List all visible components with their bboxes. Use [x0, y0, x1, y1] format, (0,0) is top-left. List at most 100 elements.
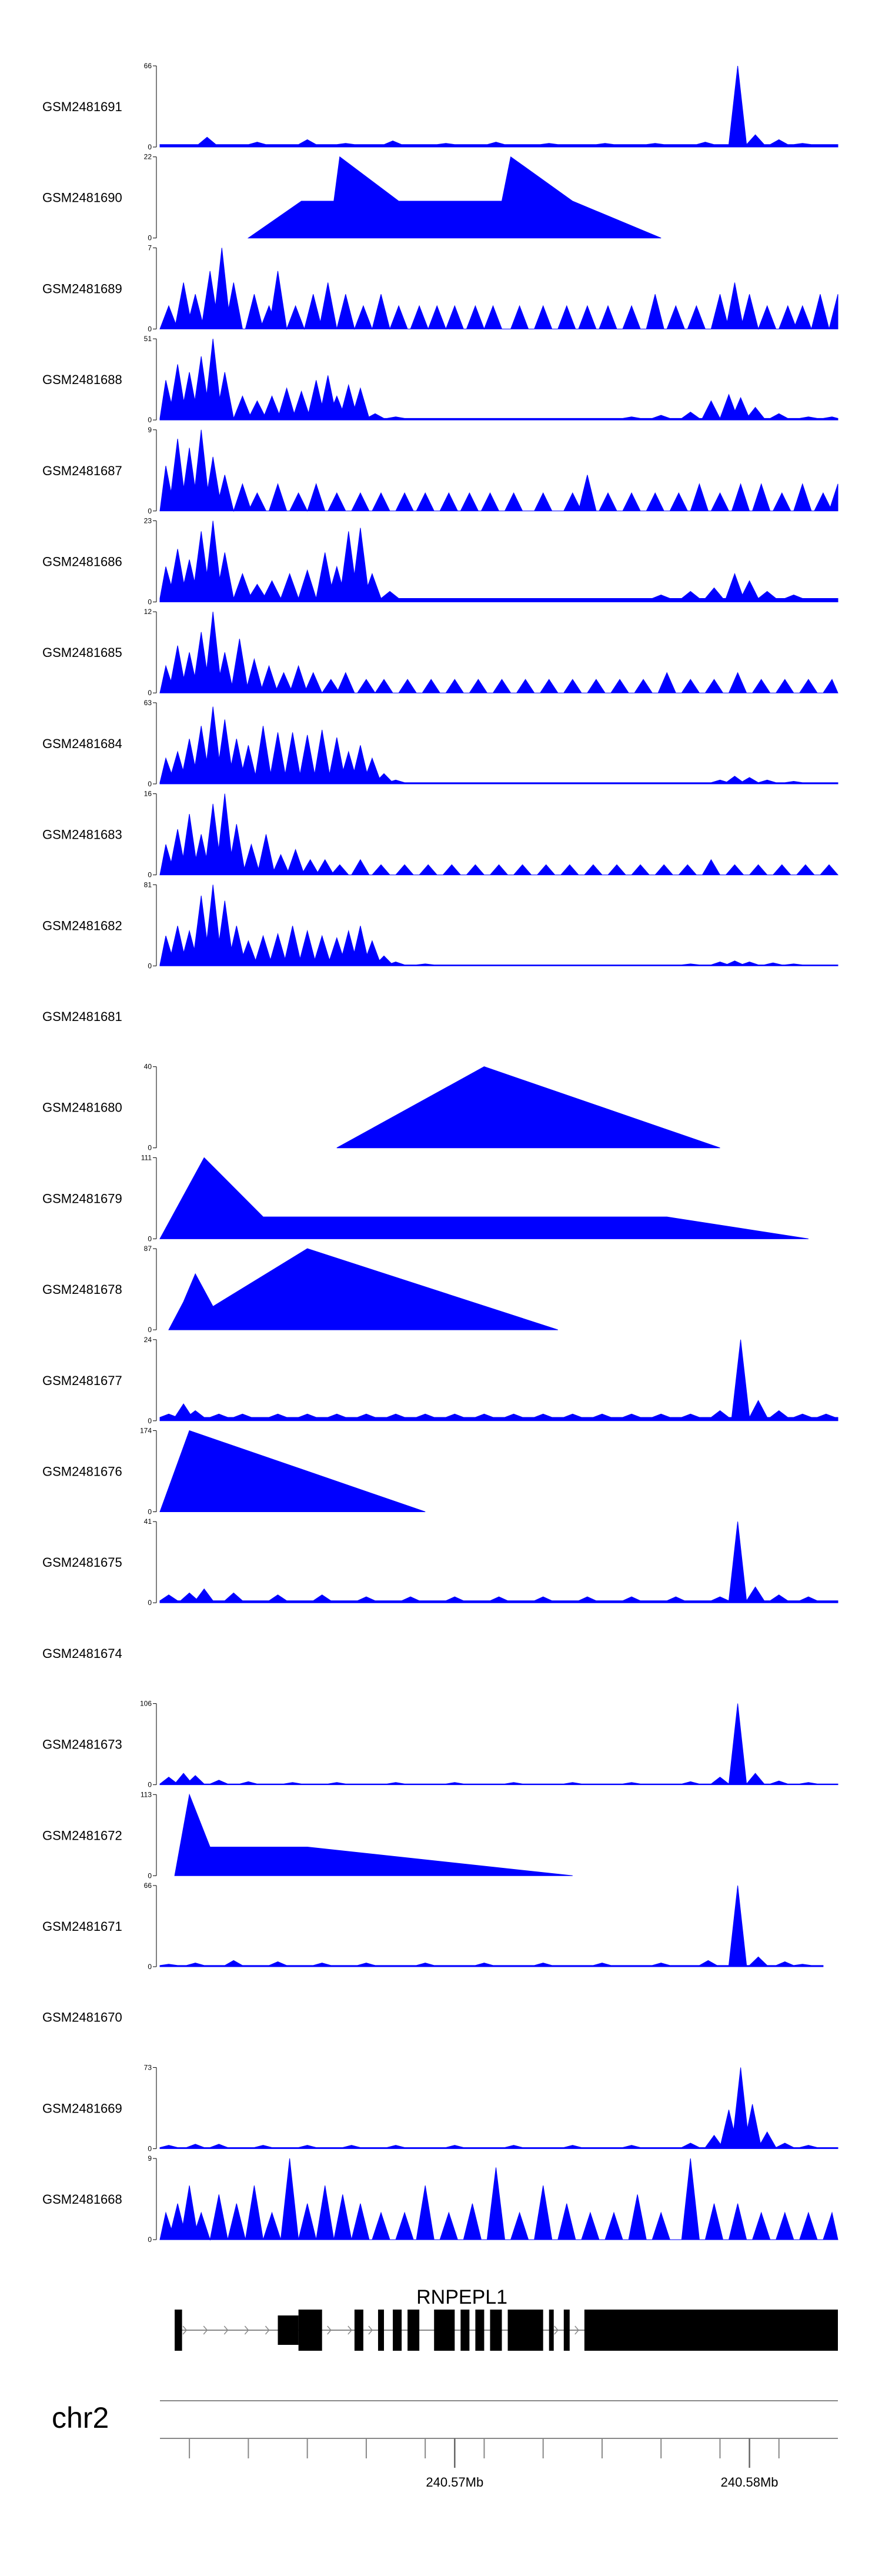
track-label: GSM2481671 [42, 1919, 122, 1934]
track-label: GSM2481684 [42, 736, 122, 751]
coverage-area [336, 1066, 720, 1149]
y-max-label: 9 [148, 426, 152, 434]
track-label: GSM2481668 [42, 2192, 122, 2207]
y-max-label: 66 [144, 1881, 152, 1890]
y-min-label: 0 [148, 325, 152, 333]
y-min-label: 0 [148, 2235, 152, 2244]
gene-track: RNPEPL1 [175, 2286, 838, 2351]
y-min-label: 0 [148, 1781, 152, 1789]
track-label: GSM2481688 [42, 372, 122, 387]
axis-tick-label: 240.57Mb [426, 2475, 483, 2490]
y-max-label: 9 [148, 2154, 152, 2163]
coverage-tracks: GSM2481691660GSM2481690220GSM248168970GS… [42, 62, 839, 2244]
gene-exon [354, 2310, 363, 2351]
track-GSM2481671: GSM2481671 66 0 [42, 1881, 824, 1971]
strand-chevron-icon [368, 2325, 373, 2335]
track-GSM2481690: GSM2481690 22 0 [42, 153, 662, 242]
coverage-area [159, 1885, 824, 1967]
track-GSM2481689: GSM2481689 7 0 [42, 243, 838, 333]
track-label: GSM2481686 [42, 555, 122, 569]
track-GSM2481674: GSM2481674 [42, 1646, 122, 1661]
strand-chevron-icon [574, 2325, 579, 2335]
track-label: GSM2481677 [42, 1373, 122, 1388]
y-max-label: 40 [144, 1063, 152, 1071]
track-label: GSM2481680 [42, 1100, 122, 1115]
track-GSM2481668: GSM2481668 9 0 [42, 2154, 838, 2244]
track-label: GSM2481672 [42, 1828, 122, 1843]
track-label: GSM2481690 [42, 191, 122, 205]
y-min-label: 0 [148, 1599, 152, 1607]
gene-exon [563, 2310, 570, 2351]
y-min-label: 0 [148, 507, 152, 515]
y-max-label: 7 [148, 243, 152, 252]
coverage-area [159, 885, 838, 966]
gene-exon [377, 2310, 384, 2351]
y-max-label: 111 [141, 1153, 152, 1162]
track-GSM2481670: GSM2481670 [42, 2010, 122, 2025]
track-label: GSM2481675 [42, 1555, 122, 1570]
gene-exon [460, 2310, 470, 2351]
gene-exon [507, 2310, 543, 2351]
track-GSM2481673: GSM2481673 106 0 [42, 1700, 838, 1789]
track-GSM2481676: GSM2481676 174 0 [42, 1427, 426, 1516]
track-label: GSM2481679 [42, 1191, 122, 1206]
gene-utr [278, 2315, 299, 2345]
gene-exon [393, 2310, 402, 2351]
y-max-label: 87 [144, 1244, 152, 1253]
coverage-area [159, 612, 838, 694]
coverage-area [159, 520, 838, 602]
y-max-label: 63 [144, 699, 152, 707]
gene-exon [434, 2310, 455, 2351]
gene-exon [475, 2310, 485, 2351]
track-label: GSM2481669 [42, 2101, 122, 2115]
track-GSM2481680: GSM2481680 40 0 [42, 1063, 720, 1152]
track-label: GSM2481673 [42, 1737, 122, 1752]
track-GSM2481669: GSM2481669 73 0 [42, 2063, 838, 2153]
y-min-label: 0 [148, 1417, 152, 1425]
coverage-area [159, 706, 838, 785]
y-max-label: 66 [144, 62, 152, 70]
coverage-area [159, 2067, 838, 2149]
y-min-label: 0 [148, 1963, 152, 1971]
strand-chevron-icon [554, 2325, 559, 2335]
y-min-label: 0 [148, 598, 152, 606]
track-GSM2481679: GSM2481679 111 0 [42, 1153, 808, 1243]
track-GSM2481678: GSM2481678 87 0 [42, 1244, 558, 1334]
coverage-area [159, 2158, 838, 2241]
strand-chevron-icon [348, 2325, 352, 2335]
y-min-label: 0 [148, 962, 152, 970]
track-GSM2481688: GSM2481688 51 0 [42, 335, 838, 424]
coverage-area [174, 1793, 573, 1876]
coverage-area [159, 248, 838, 331]
y-min-label: 0 [148, 143, 152, 151]
y-min-label: 0 [148, 1144, 152, 1152]
track-label: GSM2481683 [42, 827, 122, 842]
track-GSM2481686: GSM2481686 23 0 [42, 517, 838, 606]
strand-chevron-icon [244, 2325, 249, 2335]
y-max-label: 24 [144, 1336, 152, 1344]
strand-chevron-icon [182, 2325, 188, 2335]
y-min-label: 0 [148, 1326, 152, 1334]
gene-exon [175, 2310, 182, 2351]
track-label: GSM2481670 [42, 2010, 122, 2025]
gene-exon [549, 2310, 554, 2351]
track-label: GSM2481685 [42, 645, 122, 660]
track-label: GSM2481674 [42, 1646, 122, 1661]
y-max-label: 12 [144, 608, 152, 616]
track-GSM2481685: GSM2481685 12 0 [42, 608, 838, 697]
track-label: GSM2481681 [42, 1009, 122, 1024]
genome-axis: chr2 240.57Mb 240.58Mb [52, 2400, 838, 2490]
y-min-label: 0 [148, 416, 152, 424]
y-min-label: 0 [148, 2144, 152, 2153]
coverage-area [159, 1703, 838, 1786]
strand-chevron-icon [265, 2325, 270, 2335]
y-min-label: 0 [148, 780, 152, 788]
y-max-label: 113 [141, 1790, 152, 1798]
coverage-area [159, 1339, 838, 1422]
gene-exon [584, 2310, 838, 2351]
coverage-area [159, 1157, 808, 1239]
y-max-label: 16 [144, 790, 152, 798]
y-max-label: 41 [144, 1517, 152, 1526]
coverage-area [168, 1248, 558, 1330]
